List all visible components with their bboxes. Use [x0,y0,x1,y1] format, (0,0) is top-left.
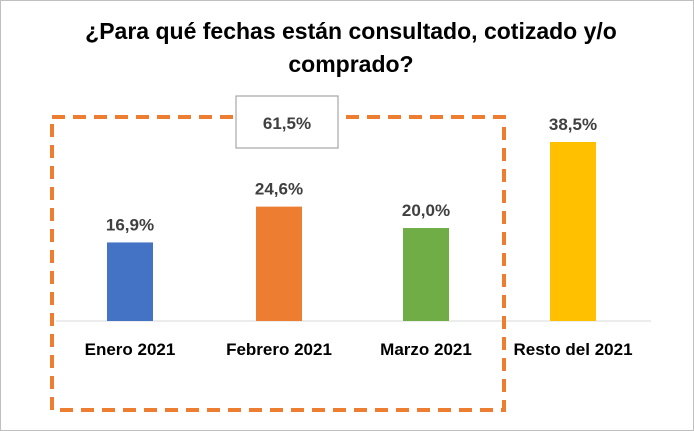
bar-2 [256,206,302,321]
data-label-2: 24,6% [255,180,303,199]
tick-label-3: Marzo 2021 [380,340,472,359]
data-label-1: 16,9% [106,215,154,234]
bar-1 [107,242,153,321]
tick-label-4: Resto del 2021 [513,340,632,359]
group-outline [50,115,506,412]
data-label-3: 20,0% [402,201,450,220]
tick-label-1: Enero 2021 [85,340,176,359]
data-label-4: 38,5% [549,115,597,134]
bar-4 [550,142,596,321]
chart-title: ¿Para qué fechas están consultado, cotiz… [85,18,617,77]
callout-box [235,95,339,149]
callout-label: 61,5% [263,114,311,133]
bar-3 [403,228,449,321]
tick-label-2: Febrero 2021 [226,340,332,359]
